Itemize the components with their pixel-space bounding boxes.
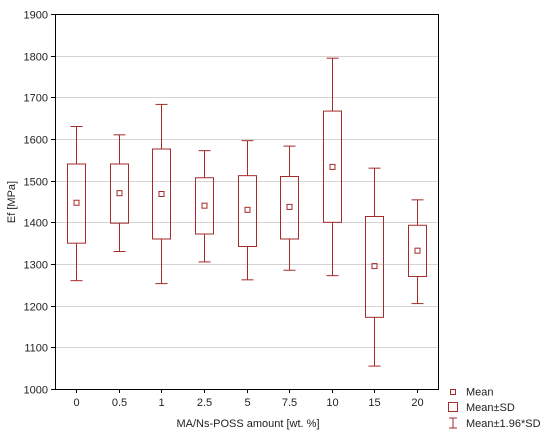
box-group — [408, 199, 427, 305]
x-tick-label: 0 — [73, 397, 79, 409]
sd-box — [408, 224, 427, 277]
x-tick-label: 0.5 — [112, 397, 127, 409]
mean-marker — [116, 190, 123, 197]
x-tick-label: 10 — [326, 397, 338, 409]
y-tick-label: 1600 — [24, 135, 48, 147]
sd-box — [280, 176, 299, 240]
y-tick-label: 1100 — [24, 343, 48, 355]
mean-marker — [73, 199, 80, 206]
legend-ci-icon — [449, 417, 457, 429]
x-tick-label: 20 — [411, 397, 423, 409]
y-tick-label: 1300 — [24, 260, 48, 272]
sd-box — [195, 177, 214, 235]
legend-mean-icon — [450, 389, 456, 395]
y-tick-label: 1800 — [24, 52, 48, 64]
y-tick-label: 1200 — [24, 302, 48, 314]
box-marks — [67, 57, 427, 367]
mean-marker — [371, 263, 378, 270]
y-tick-label: 1400 — [24, 218, 48, 230]
x-tick-label: 15 — [368, 397, 380, 409]
box-group — [110, 134, 129, 252]
mean-marker — [201, 202, 208, 209]
grid-layer — [55, 56, 438, 348]
mean-marker — [158, 191, 165, 197]
y-tick-label: 1900 — [24, 10, 48, 22]
box-group — [195, 150, 214, 263]
y-axis-title: Ef [MPa] — [6, 181, 18, 223]
y-tick-label: 1700 — [24, 93, 48, 105]
box-group — [152, 103, 171, 285]
legend-sd-icon — [448, 402, 458, 412]
x-tick-label: 7.5 — [282, 397, 297, 409]
sd-box — [365, 216, 384, 318]
mean-marker — [414, 247, 421, 254]
x-tick-label: 5 — [244, 397, 250, 409]
mean-marker — [329, 163, 336, 170]
sd-box — [110, 163, 129, 224]
x-axis-ticks: 0 0.5 1 2.5 5 7.5 10 15 20 — [73, 389, 424, 409]
x-tick-label: 2.5 — [197, 397, 212, 409]
box-group — [323, 57, 342, 277]
y-tick-label: 1500 — [24, 177, 48, 189]
sd-box — [67, 163, 86, 244]
mean-marker — [286, 203, 293, 210]
box-group — [280, 145, 299, 271]
y-axis-ticks: 1000 1100 1200 1300 1400 1500 1600 1700 1800 1900 — [24, 10, 55, 397]
legend-sd-label: Mean±SD — [466, 402, 515, 414]
mean-marker — [244, 206, 251, 213]
sd-box — [238, 175, 257, 248]
legend-mean-label: Mean — [466, 387, 494, 399]
legend-ci-label: Mean±1.96*SD — [466, 418, 541, 430]
box-group — [238, 140, 257, 281]
y-tick-label: 1000 — [24, 385, 48, 397]
sd-box — [152, 148, 171, 240]
box-group — [365, 167, 384, 367]
box-group — [67, 126, 86, 282]
x-axis-title: MA/Ns-POSS amount [wt. %] — [176, 418, 319, 430]
legend: Mean Mean±SD Mean±1.96*SD — [448, 387, 541, 430]
x-tick-label: 1 — [158, 397, 164, 409]
sd-box — [323, 110, 342, 223]
